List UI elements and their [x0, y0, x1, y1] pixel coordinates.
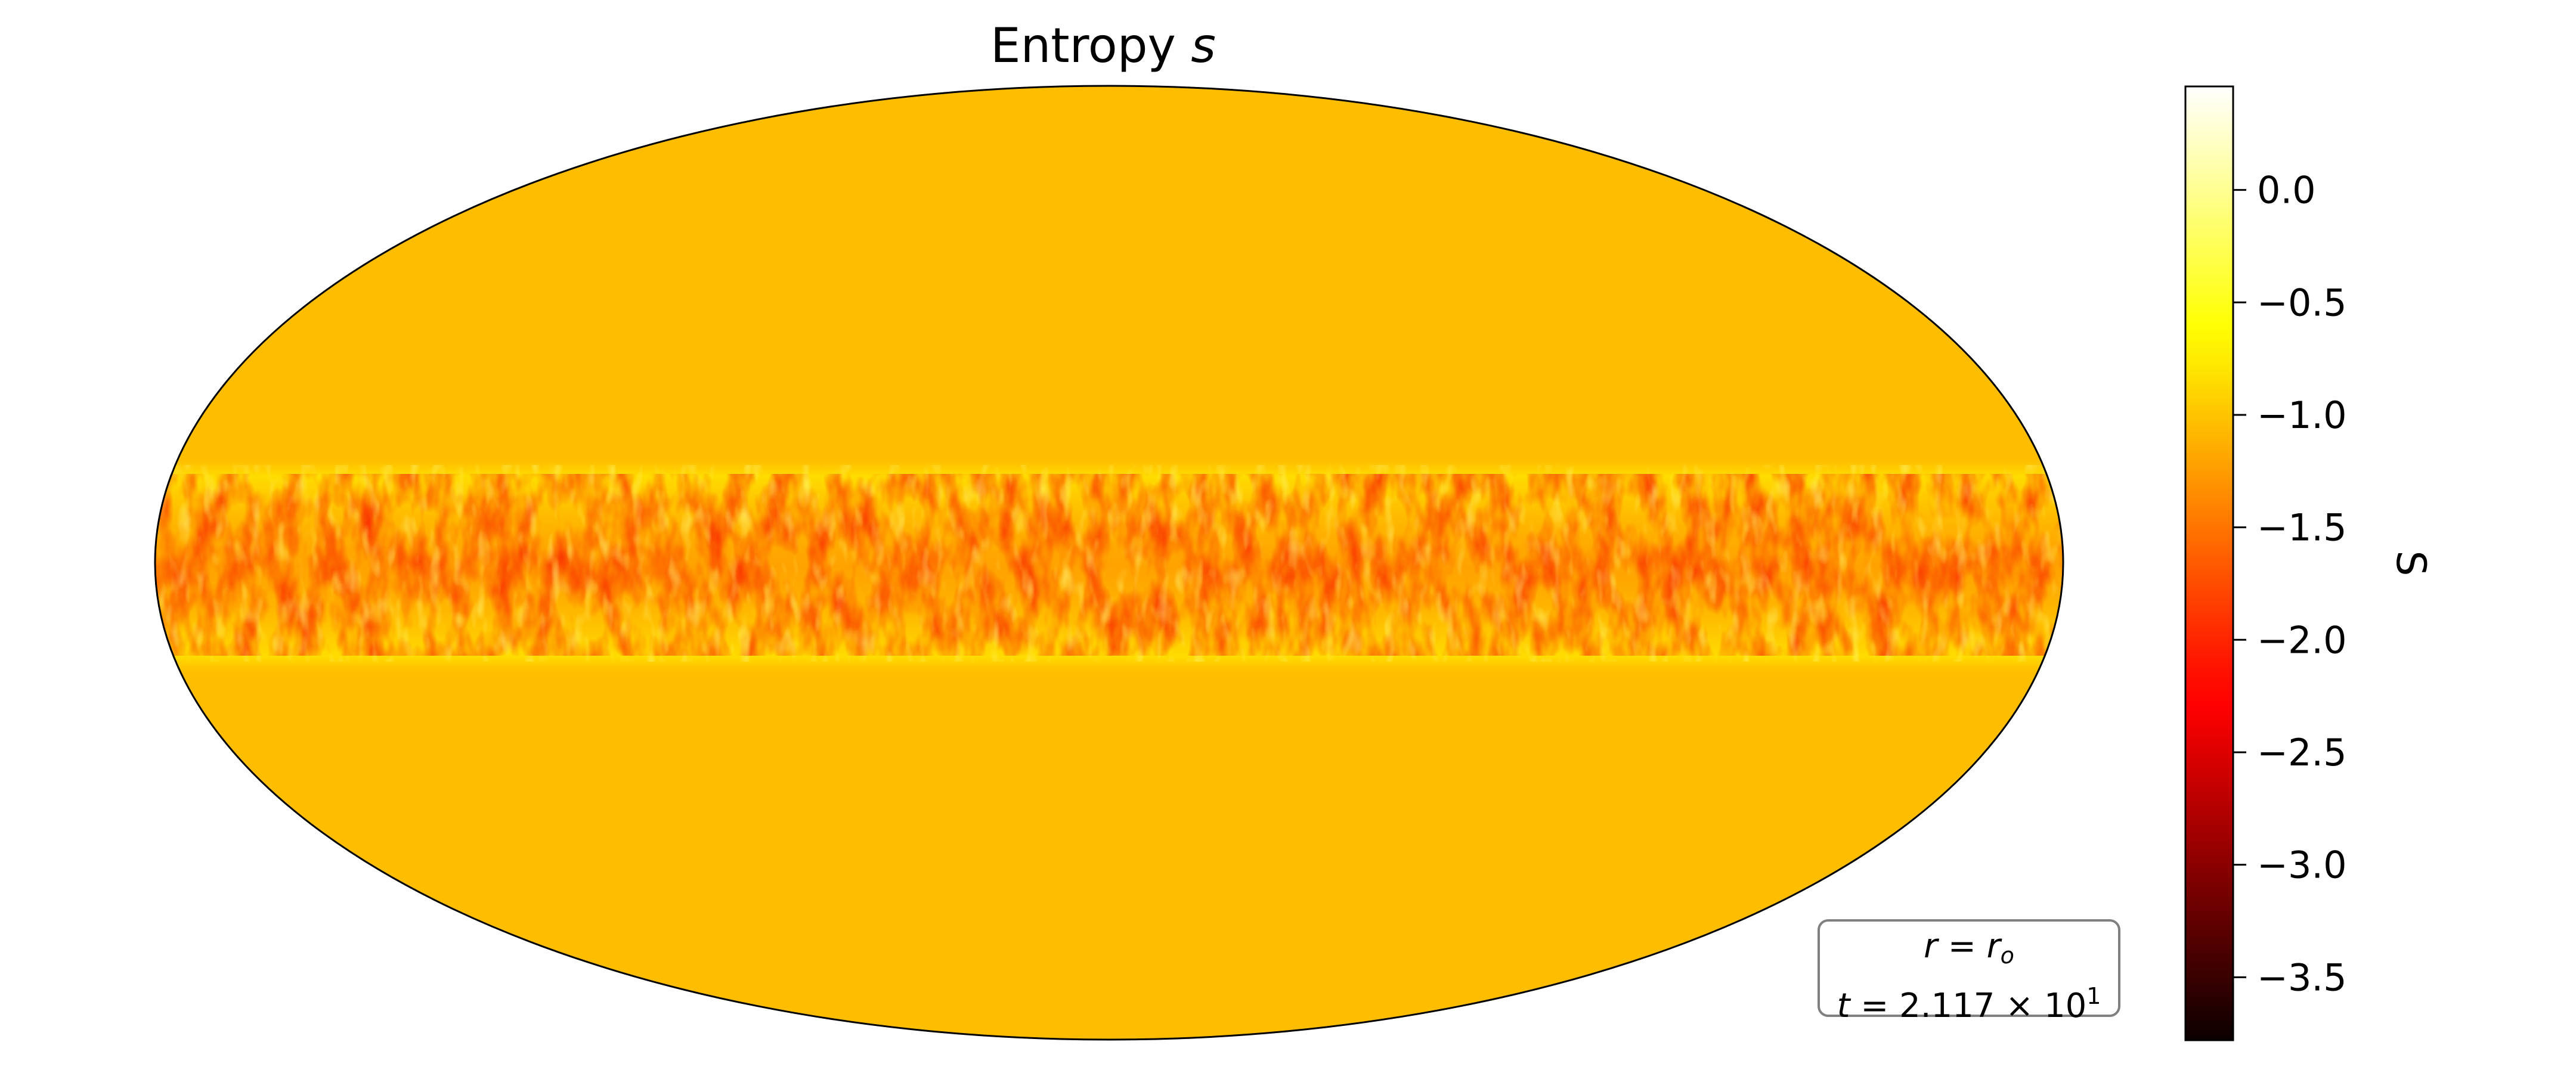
annotation-radius: r = ro	[1924, 927, 2014, 969]
time-mantissa: 2.117	[1899, 987, 1995, 1025]
colorbar-tick-label: −0.5	[2257, 281, 2347, 324]
chart-title-symbol: s	[1191, 18, 1216, 73]
time-symbol: t	[1837, 987, 1850, 1025]
colorbar-tick-label: −3.5	[2257, 956, 2347, 999]
radius-symbol: r	[1924, 927, 1938, 966]
radius-value-symbol: r	[1986, 927, 2001, 966]
colorbar	[2184, 85, 2234, 1041]
time-base: 10	[2044, 987, 2087, 1025]
time-times-sign: ×	[2005, 987, 2034, 1025]
colorbar-tick-label: −1.5	[2257, 506, 2347, 550]
sphere-field	[155, 86, 2063, 1040]
chart-title-text: Entropy	[990, 18, 1176, 73]
colorbar-tick-label: −2.0	[2257, 618, 2347, 662]
annotation-time: t = 2.117 × 101	[1837, 983, 2101, 1025]
annotation-box: r = ro t = 2.117 × 101	[1818, 919, 2120, 1025]
chart-title: Entropy s	[716, 18, 1491, 73]
time-exponent: 1	[2086, 983, 2101, 1009]
colorbar-tick-label: −3.0	[2257, 843, 2347, 887]
colorbar-tick-label: 0.0	[2257, 169, 2316, 212]
colorbar-tick-label: −1.0	[2257, 393, 2347, 437]
colorbar-label: S	[2387, 550, 2434, 576]
colorbar-ticks: 0.0 −0.5 −1.0 −1.5 −2.0 −2.5 −3.0 −3.5	[2233, 169, 2347, 999]
colorbar-tick-label: −2.5	[2257, 731, 2347, 774]
radius-subscript: o	[2000, 942, 2014, 969]
sphere-outline	[154, 85, 2064, 1041]
band-turbulence-light	[155, 465, 2063, 662]
